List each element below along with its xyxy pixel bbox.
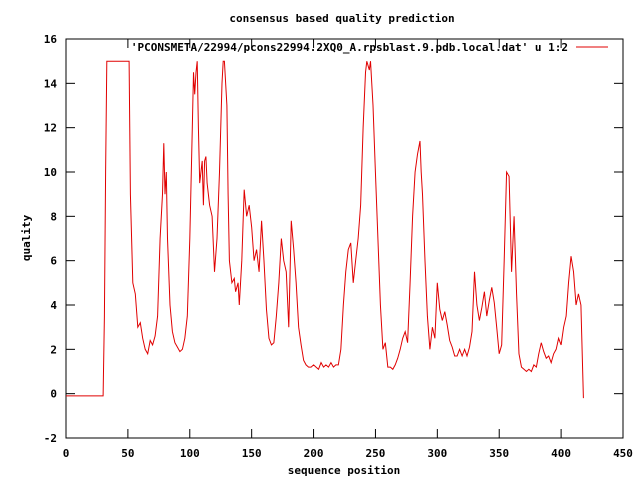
x-tick-label: 50: [121, 447, 134, 460]
x-axis: 0 50 100 150 200 250 300 350 400 450: [63, 39, 633, 460]
x-tick-label: 300: [427, 447, 447, 460]
x-tick-label: 100: [180, 447, 200, 460]
series-line: [66, 60, 584, 399]
y-tick-label: 10: [44, 166, 57, 179]
chart-title: consensus based quality prediction: [229, 12, 454, 25]
x-tick-label: 200: [304, 447, 324, 460]
y-tick-label: 14: [44, 77, 58, 90]
y-tick-label: 8: [50, 210, 57, 223]
x-tick-label: 350: [489, 447, 509, 460]
y-tick-label: 2: [50, 343, 57, 356]
x-tick-label: 150: [242, 447, 262, 460]
y-tick-label: 4: [50, 299, 57, 312]
y-axis-label: quality: [20, 214, 33, 261]
x-tick-label: 0: [63, 447, 70, 460]
y-tick-label: 6: [50, 255, 57, 268]
y-tick-label: -2: [44, 432, 57, 445]
legend: 'PCONSMETA/22994/pcons22994.2XQ0_A.rpsbl…: [131, 41, 608, 54]
y-axis: -2 0 2 4 6 8 10 12 14 16: [44, 33, 623, 445]
y-tick-label: 0: [50, 388, 57, 401]
x-tick-label: 400: [551, 447, 571, 460]
y-tick-label: 16: [44, 33, 58, 46]
y-tick-label: 12: [44, 122, 57, 135]
x-tick-label: 250: [366, 447, 386, 460]
legend-label: 'PCONSMETA/22994/pcons22994.2XQ0_A.rpsbl…: [131, 41, 568, 54]
plot-frame: [65, 38, 624, 439]
x-axis-label: sequence position: [288, 464, 401, 477]
x-tick-label: 450: [613, 447, 633, 460]
